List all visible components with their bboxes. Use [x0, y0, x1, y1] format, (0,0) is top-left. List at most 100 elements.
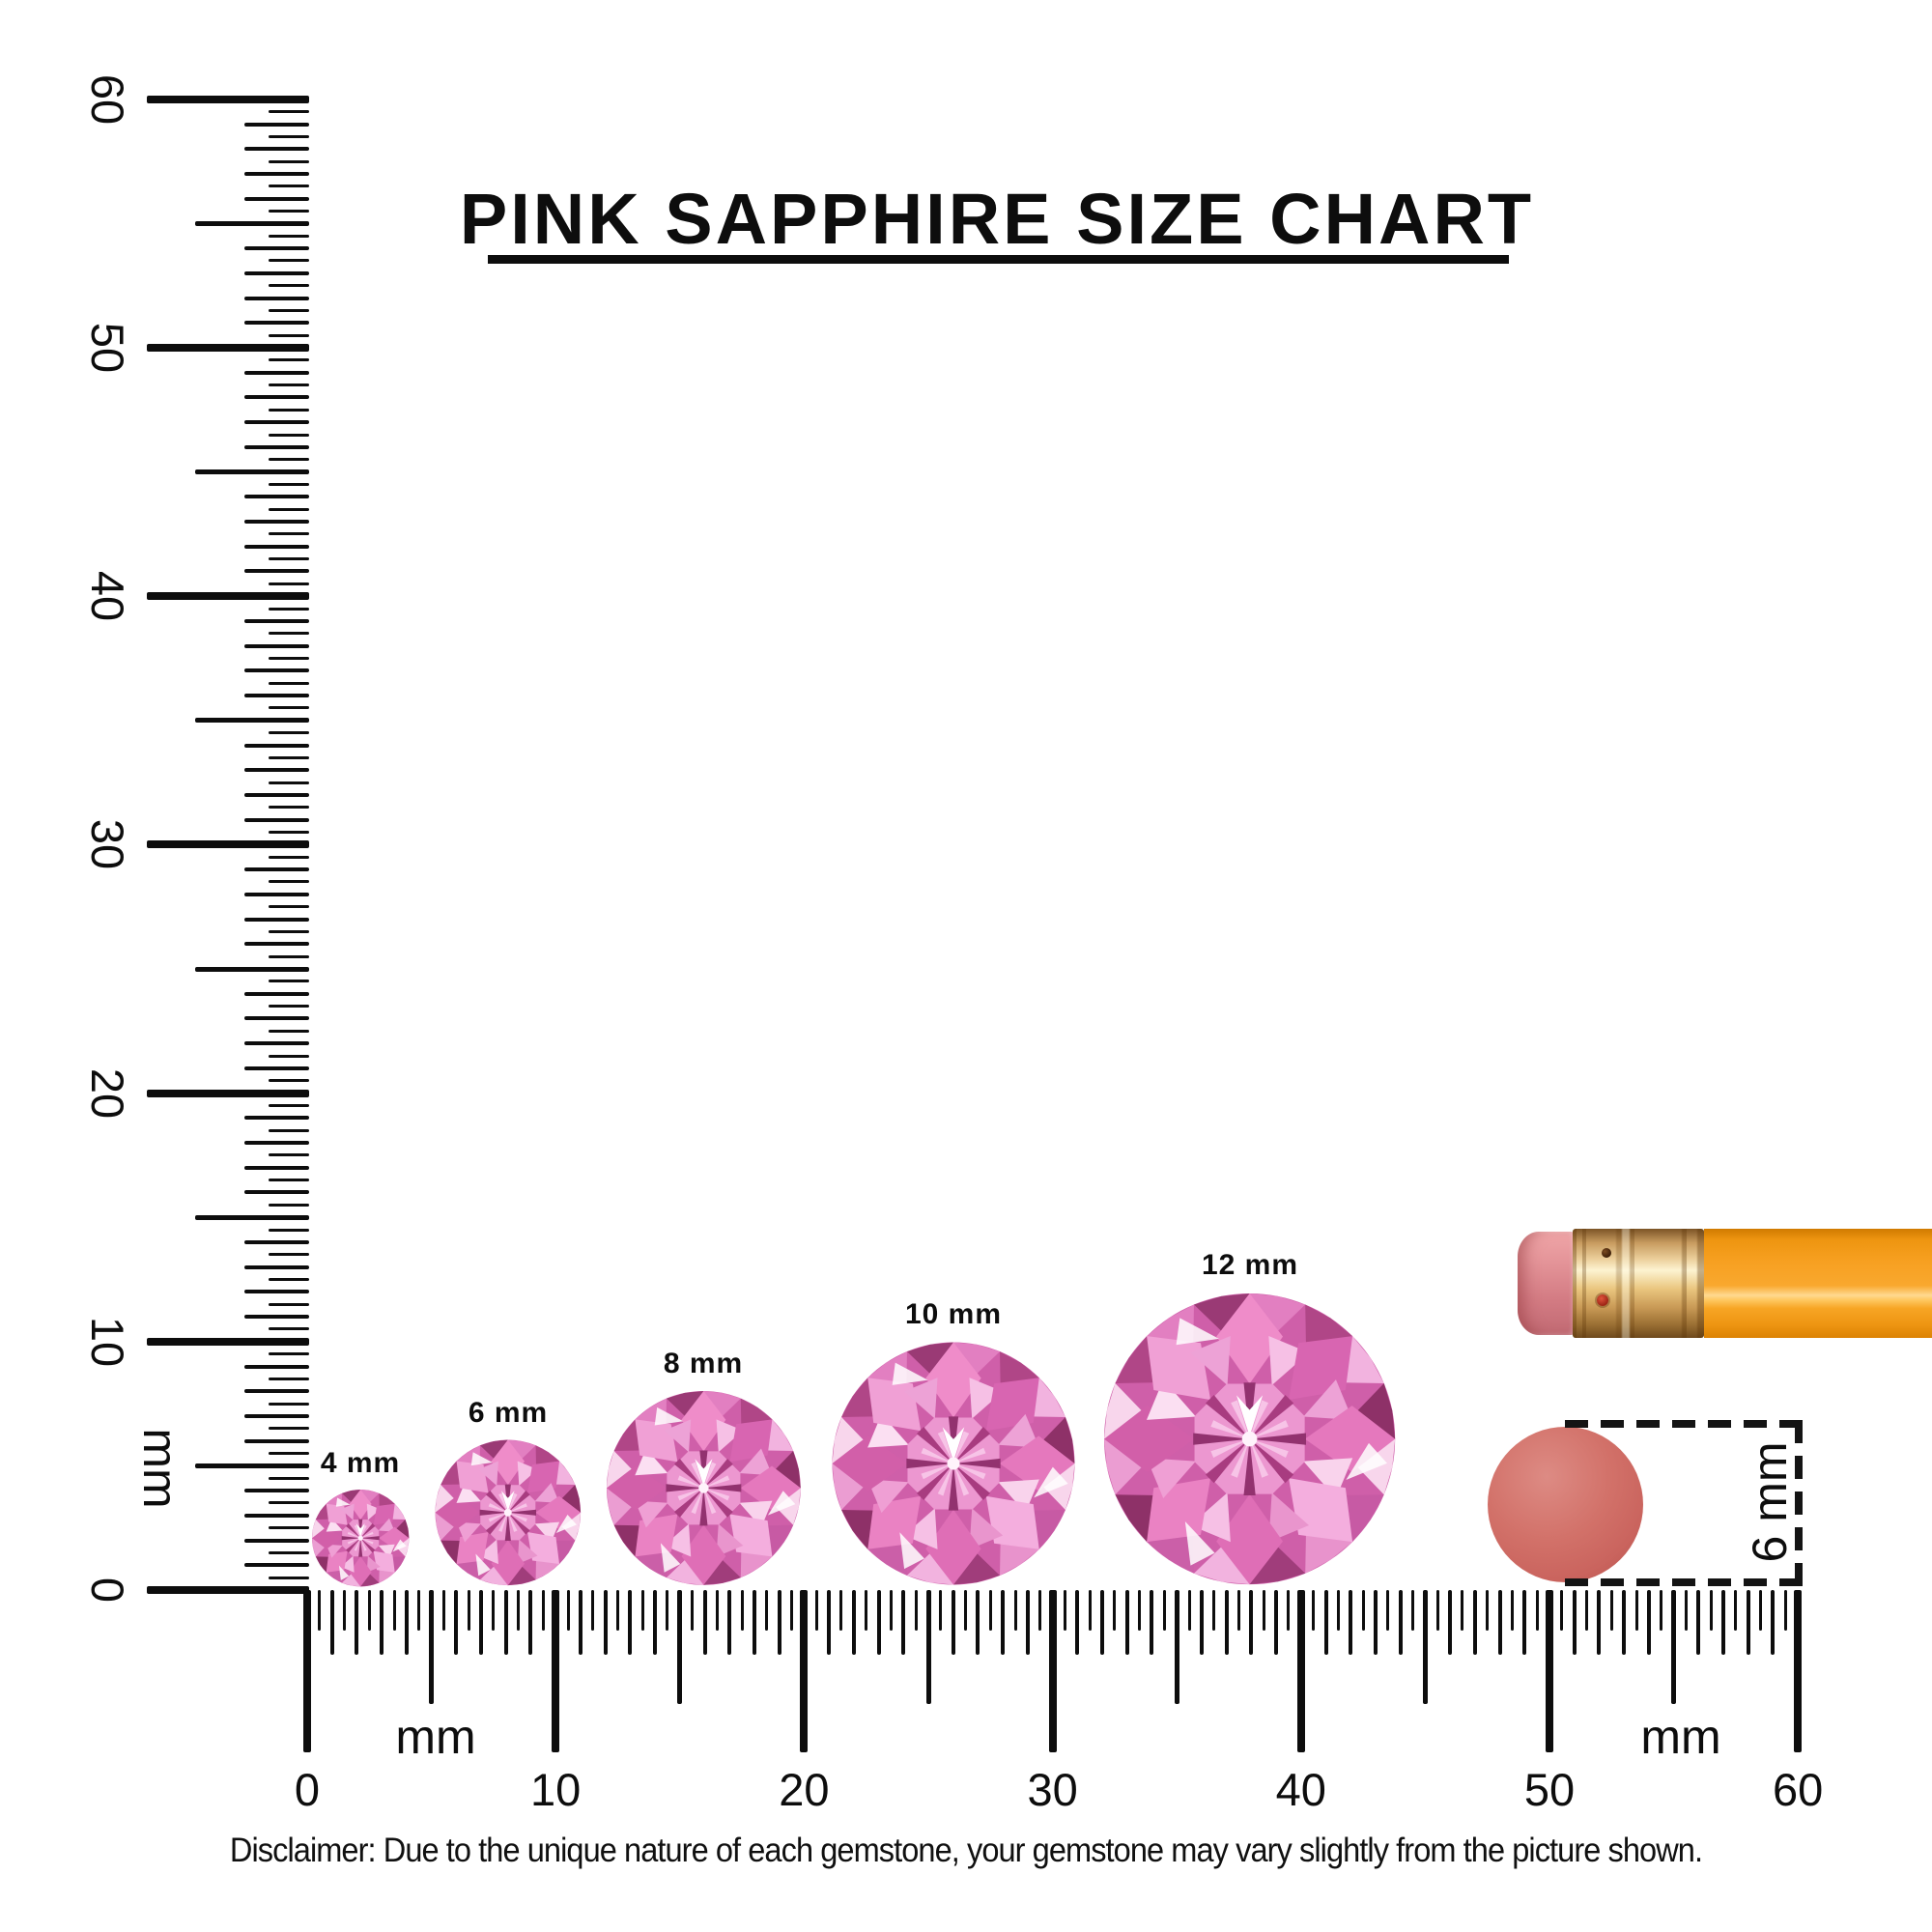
h-ruler-tick-40.5mm	[1312, 1590, 1316, 1631]
h-ruler-tick-21.5mm	[839, 1590, 843, 1631]
h-ruler-tick-3.5mm	[392, 1590, 396, 1631]
v-ruler-tick-33.5mm	[269, 755, 309, 759]
h-ruler-tick-19.5mm	[790, 1590, 794, 1631]
h-ruler-tick-40mm	[1296, 1590, 1305, 1752]
v-ruler-tick-7.5mm	[269, 1402, 309, 1406]
v-ruler-tick-27.5mm	[269, 905, 309, 909]
h-ruler-label-20: 20	[779, 1763, 830, 1815]
h-ruler-tick-20.5mm	[814, 1590, 818, 1631]
h-ruler-tick-35.5mm	[1187, 1590, 1191, 1631]
v-ruler-tick-8mm	[244, 1389, 309, 1394]
v-ruler-tick-17.5mm	[269, 1153, 309, 1157]
h-ruler-tick-6mm	[454, 1590, 459, 1655]
v-ruler-tick-3.5mm	[269, 1501, 309, 1505]
v-ruler-label-0: 0	[82, 1577, 134, 1604]
h-ruler-tick-22.5mm	[865, 1590, 868, 1631]
v-ruler-tick-25.5mm	[269, 954, 309, 958]
h-ruler-unit-left: mm	[395, 1710, 476, 1764]
h-ruler-tick-41mm	[1323, 1590, 1328, 1655]
h-ruler-tick-48.5mm	[1510, 1590, 1514, 1631]
v-ruler-tick-24.5mm	[269, 980, 309, 983]
v-ruler-tick-21.5mm	[269, 1054, 309, 1058]
h-ruler-tick-38mm	[1249, 1590, 1254, 1655]
h-ruler-tick-9mm	[528, 1590, 533, 1655]
v-ruler-tick-34.5mm	[269, 731, 309, 735]
v-ruler-tick-7mm	[244, 1413, 309, 1418]
v-ruler-tick-18.5mm	[269, 1128, 309, 1132]
v-ruler-tick-52.5mm	[269, 284, 309, 288]
h-ruler-tick-1mm	[329, 1590, 334, 1655]
v-ruler-label-60: 60	[82, 73, 134, 125]
h-ruler-tick-56.5mm	[1709, 1590, 1713, 1631]
h-ruler-tick-21mm	[827, 1590, 832, 1655]
v-ruler-tick-12.5mm	[269, 1278, 309, 1281]
h-ruler-tick-7mm	[479, 1590, 484, 1655]
v-ruler-unit: mm	[133, 1428, 187, 1509]
h-ruler-tick-17mm	[727, 1590, 732, 1655]
v-ruler-tick-32mm	[244, 792, 309, 797]
ferrule-dot-icon	[1602, 1248, 1611, 1258]
h-ruler-tick-0.5mm	[318, 1590, 322, 1631]
v-ruler-tick-60mm	[147, 95, 309, 103]
gem-icon	[832, 1342, 1075, 1585]
v-ruler-tick-15.5mm	[269, 1203, 309, 1207]
v-ruler-tick-27mm	[244, 917, 309, 922]
v-ruler-tick-5.5mm	[269, 1452, 309, 1456]
pencil-body	[1704, 1229, 1932, 1338]
h-ruler-tick-23.5mm	[889, 1590, 893, 1631]
h-ruler-tick-14mm	[653, 1590, 658, 1655]
v-ruler-tick-30.5mm	[269, 831, 309, 835]
v-ruler-tick-8.5mm	[269, 1377, 309, 1380]
h-ruler-tick-37.5mm	[1237, 1590, 1240, 1631]
h-ruler-tick-32mm	[1100, 1590, 1105, 1655]
v-ruler-tick-14mm	[244, 1239, 309, 1244]
v-ruler-tick-10.5mm	[269, 1327, 309, 1331]
h-ruler-tick-9.5mm	[541, 1590, 545, 1631]
h-ruler-tick-45mm	[1422, 1590, 1428, 1704]
h-ruler-tick-23mm	[876, 1590, 881, 1655]
v-ruler-tick-55mm	[195, 220, 309, 226]
h-ruler-tick-0mm	[303, 1590, 311, 1752]
h-ruler-tick-43.5mm	[1386, 1590, 1390, 1631]
v-ruler-tick-9mm	[244, 1364, 309, 1369]
eraser-size-label: 6 mm	[1743, 1441, 1797, 1563]
h-ruler-tick-53mm	[1622, 1590, 1627, 1655]
h-ruler-tick-52mm	[1597, 1590, 1602, 1655]
h-ruler-tick-28mm	[1001, 1590, 1006, 1655]
v-ruler-tick-15mm	[195, 1214, 309, 1220]
h-ruler-tick-47mm	[1472, 1590, 1477, 1655]
v-ruler-tick-51.5mm	[269, 308, 309, 312]
h-ruler-tick-59mm	[1771, 1590, 1776, 1655]
v-ruler-tick-49mm	[244, 370, 309, 375]
h-ruler-tick-26.5mm	[964, 1590, 968, 1631]
v-ruler-tick-2.5mm	[269, 1526, 309, 1530]
h-ruler-tick-18mm	[752, 1590, 756, 1655]
v-ruler-tick-20mm	[147, 1089, 309, 1097]
h-ruler-tick-49mm	[1522, 1590, 1527, 1655]
h-ruler-tick-30mm	[1048, 1590, 1057, 1752]
v-ruler-tick-33mm	[244, 768, 309, 773]
h-ruler-tick-8.5mm	[517, 1590, 521, 1631]
v-ruler-tick-25mm	[195, 966, 309, 972]
v-ruler-label-20: 20	[82, 1067, 134, 1119]
gem-icon	[311, 1489, 410, 1586]
v-ruler-tick-43mm	[244, 520, 309, 525]
v-ruler-label-50: 50	[82, 322, 134, 374]
h-ruler-tick-58mm	[1746, 1590, 1750, 1655]
h-ruler-tick-55.5mm	[1684, 1590, 1688, 1631]
v-ruler-tick-58mm	[244, 147, 309, 152]
h-ruler-tick-51mm	[1572, 1590, 1577, 1655]
gem-label-10mm: 10 mm	[904, 1298, 1003, 1330]
v-ruler-tick-11mm	[244, 1315, 309, 1320]
h-ruler-tick-48mm	[1497, 1590, 1502, 1655]
title-underline	[488, 255, 1509, 264]
h-ruler-tick-24mm	[901, 1590, 906, 1655]
v-ruler-tick-20.5mm	[269, 1079, 309, 1083]
h-ruler-tick-38.5mm	[1262, 1590, 1265, 1631]
h-ruler-tick-10.5mm	[566, 1590, 570, 1631]
gem-label-6mm: 6 mm	[468, 1397, 549, 1430]
gem-6mm	[434, 1438, 582, 1587]
v-ruler-tick-43.5mm	[269, 507, 309, 511]
v-ruler-label-10: 10	[82, 1316, 134, 1367]
v-ruler-tick-42mm	[244, 544, 309, 549]
